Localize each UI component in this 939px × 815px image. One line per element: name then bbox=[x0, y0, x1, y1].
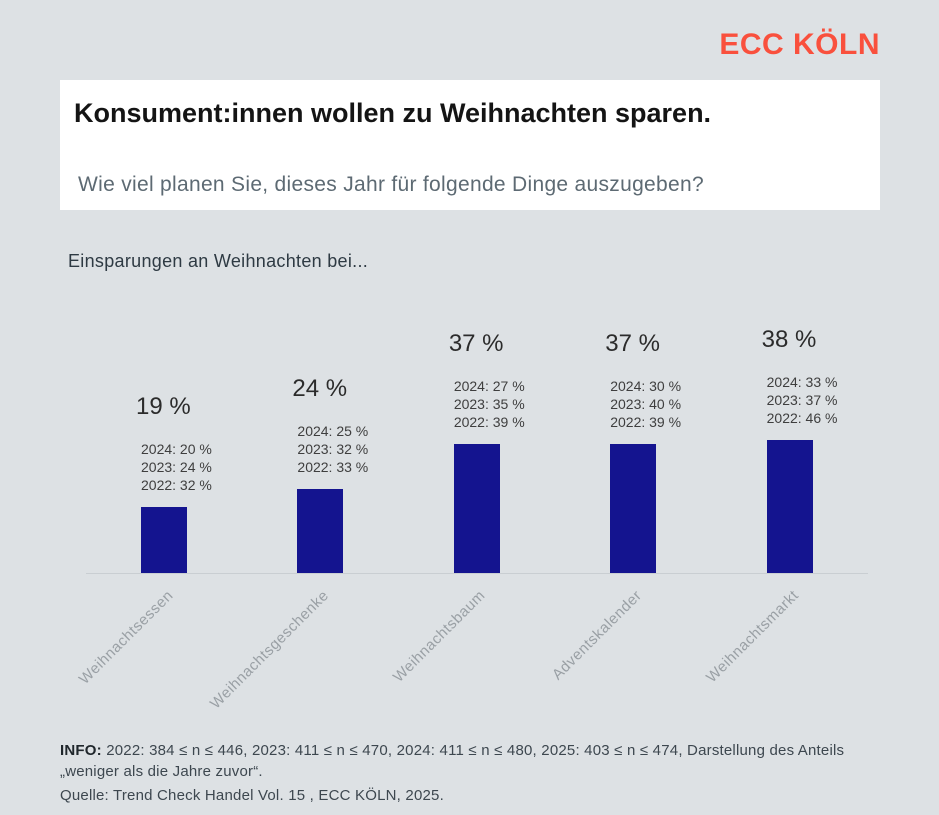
history-line: 2022: 33 % bbox=[297, 459, 369, 475]
chart-column-4: 37 % 2024: 30 % 2023: 40 % 2022: 39 % Advent… bbox=[549, 296, 711, 684]
bar-history-annotation: 2024: 27 % 2023: 35 % 2022: 39 % bbox=[454, 377, 525, 431]
bar-history-annotation: 2024: 25 % 2023: 32 % 2022: 33 % bbox=[297, 422, 368, 476]
category-label: Weihnachtsmarkt bbox=[702, 587, 802, 687]
bar-value-label: 37 % bbox=[448, 329, 504, 357]
chart-column-3: 37 % 2024: 27 % 2023: 35 % 2022: 39 % Weihna… bbox=[390, 296, 555, 686]
history-line: 2023: 35 % bbox=[453, 395, 525, 412]
chart-column-2: 24 % 2024: 25 % 2023: 32 % 2022: 33 % Weihna… bbox=[207, 296, 398, 712]
bar-weihnachtsbaum bbox=[453, 443, 500, 573]
bar-weihnachtsessen bbox=[141, 506, 187, 573]
category-label: Weihnachtsbaum bbox=[390, 587, 490, 686]
bar-value-label: 24 % bbox=[292, 375, 348, 402]
history-line: 2022: 39 % bbox=[453, 413, 525, 430]
bar-history-annotation: 2024: 20 % 2023: 24 % 2022: 32 % bbox=[141, 440, 212, 494]
bar-weihnachtsgeschenke bbox=[297, 489, 344, 573]
history-line: 2024: 25 % bbox=[297, 423, 369, 439]
history-line: 2023: 37 % bbox=[766, 392, 838, 408]
history-line: 2024: 30 % bbox=[610, 377, 682, 394]
category-label: Adventskalender bbox=[549, 587, 646, 684]
chart-title: Einsparungen an Weihnachten bei... bbox=[68, 251, 369, 271]
chart-column-5: 38 % 2024: 33 % 2023: 37 % 2022: 46 % Weihna… bbox=[703, 296, 868, 686]
history-line: 2022: 32 % bbox=[141, 476, 212, 493]
bar-chart: 19 % 2024: 20 % 2023: 24 % 2022: 32 % Weihna… bbox=[75, 296, 868, 712]
bar-value-label: 37 % bbox=[605, 329, 660, 357]
history-line: 2023: 32 % bbox=[297, 441, 369, 457]
footer-info: INFO: 2022: 384 ≤ n ≤ 446, 2023: 411 ≤ n… bbox=[60, 740, 872, 782]
chart-column-1: 19 % 2024: 20 % 2023: 24 % 2022: 32 % Weihna… bbox=[75, 296, 242, 688]
footer-source: Quelle: Trend Check Handel Vol. 15 , ECC… bbox=[60, 787, 444, 804]
footer-info-label: INFO: bbox=[60, 742, 102, 759]
bar-history-annotation: 2024: 33 % 2023: 37 % 2022: 46 % bbox=[767, 373, 838, 427]
history-line: 2023: 24 % bbox=[141, 458, 212, 475]
page-title: Konsument:innen wollen zu Weihnachten sp… bbox=[74, 98, 712, 128]
header-box: Konsument:innen wollen zu Weihnachten sp… bbox=[60, 80, 880, 210]
page-subtitle: Wie viel planen Sie, dieses Jahr für fol… bbox=[78, 173, 704, 196]
history-line: 2022: 46 % bbox=[766, 410, 838, 426]
history-line: 2024: 20 % bbox=[141, 440, 212, 457]
category-label: Weihnachtsessen bbox=[75, 587, 177, 688]
bar-value-label: 38 % bbox=[761, 326, 817, 353]
footer-info-text: 2022: 384 ≤ n ≤ 446, 2023: 411 ≤ n ≤ 470… bbox=[60, 742, 845, 780]
history-line: 2023: 40 % bbox=[610, 395, 682, 412]
bar-history-annotation: 2024: 30 % 2023: 40 % 2022: 39 % bbox=[610, 377, 681, 431]
category-label: Weihnachtsgeschenke bbox=[207, 587, 333, 713]
bar-weihnachtsmarkt bbox=[766, 440, 813, 573]
history-line: 2022: 39 % bbox=[610, 413, 682, 430]
history-line: 2024: 27 % bbox=[453, 377, 525, 394]
ecc-koeln-logo: ECC KÖLN bbox=[719, 28, 880, 61]
bar-value-label: 19 % bbox=[136, 392, 191, 420]
history-line: 2024: 33 % bbox=[766, 374, 838, 390]
bar-adventskalender bbox=[610, 443, 657, 573]
